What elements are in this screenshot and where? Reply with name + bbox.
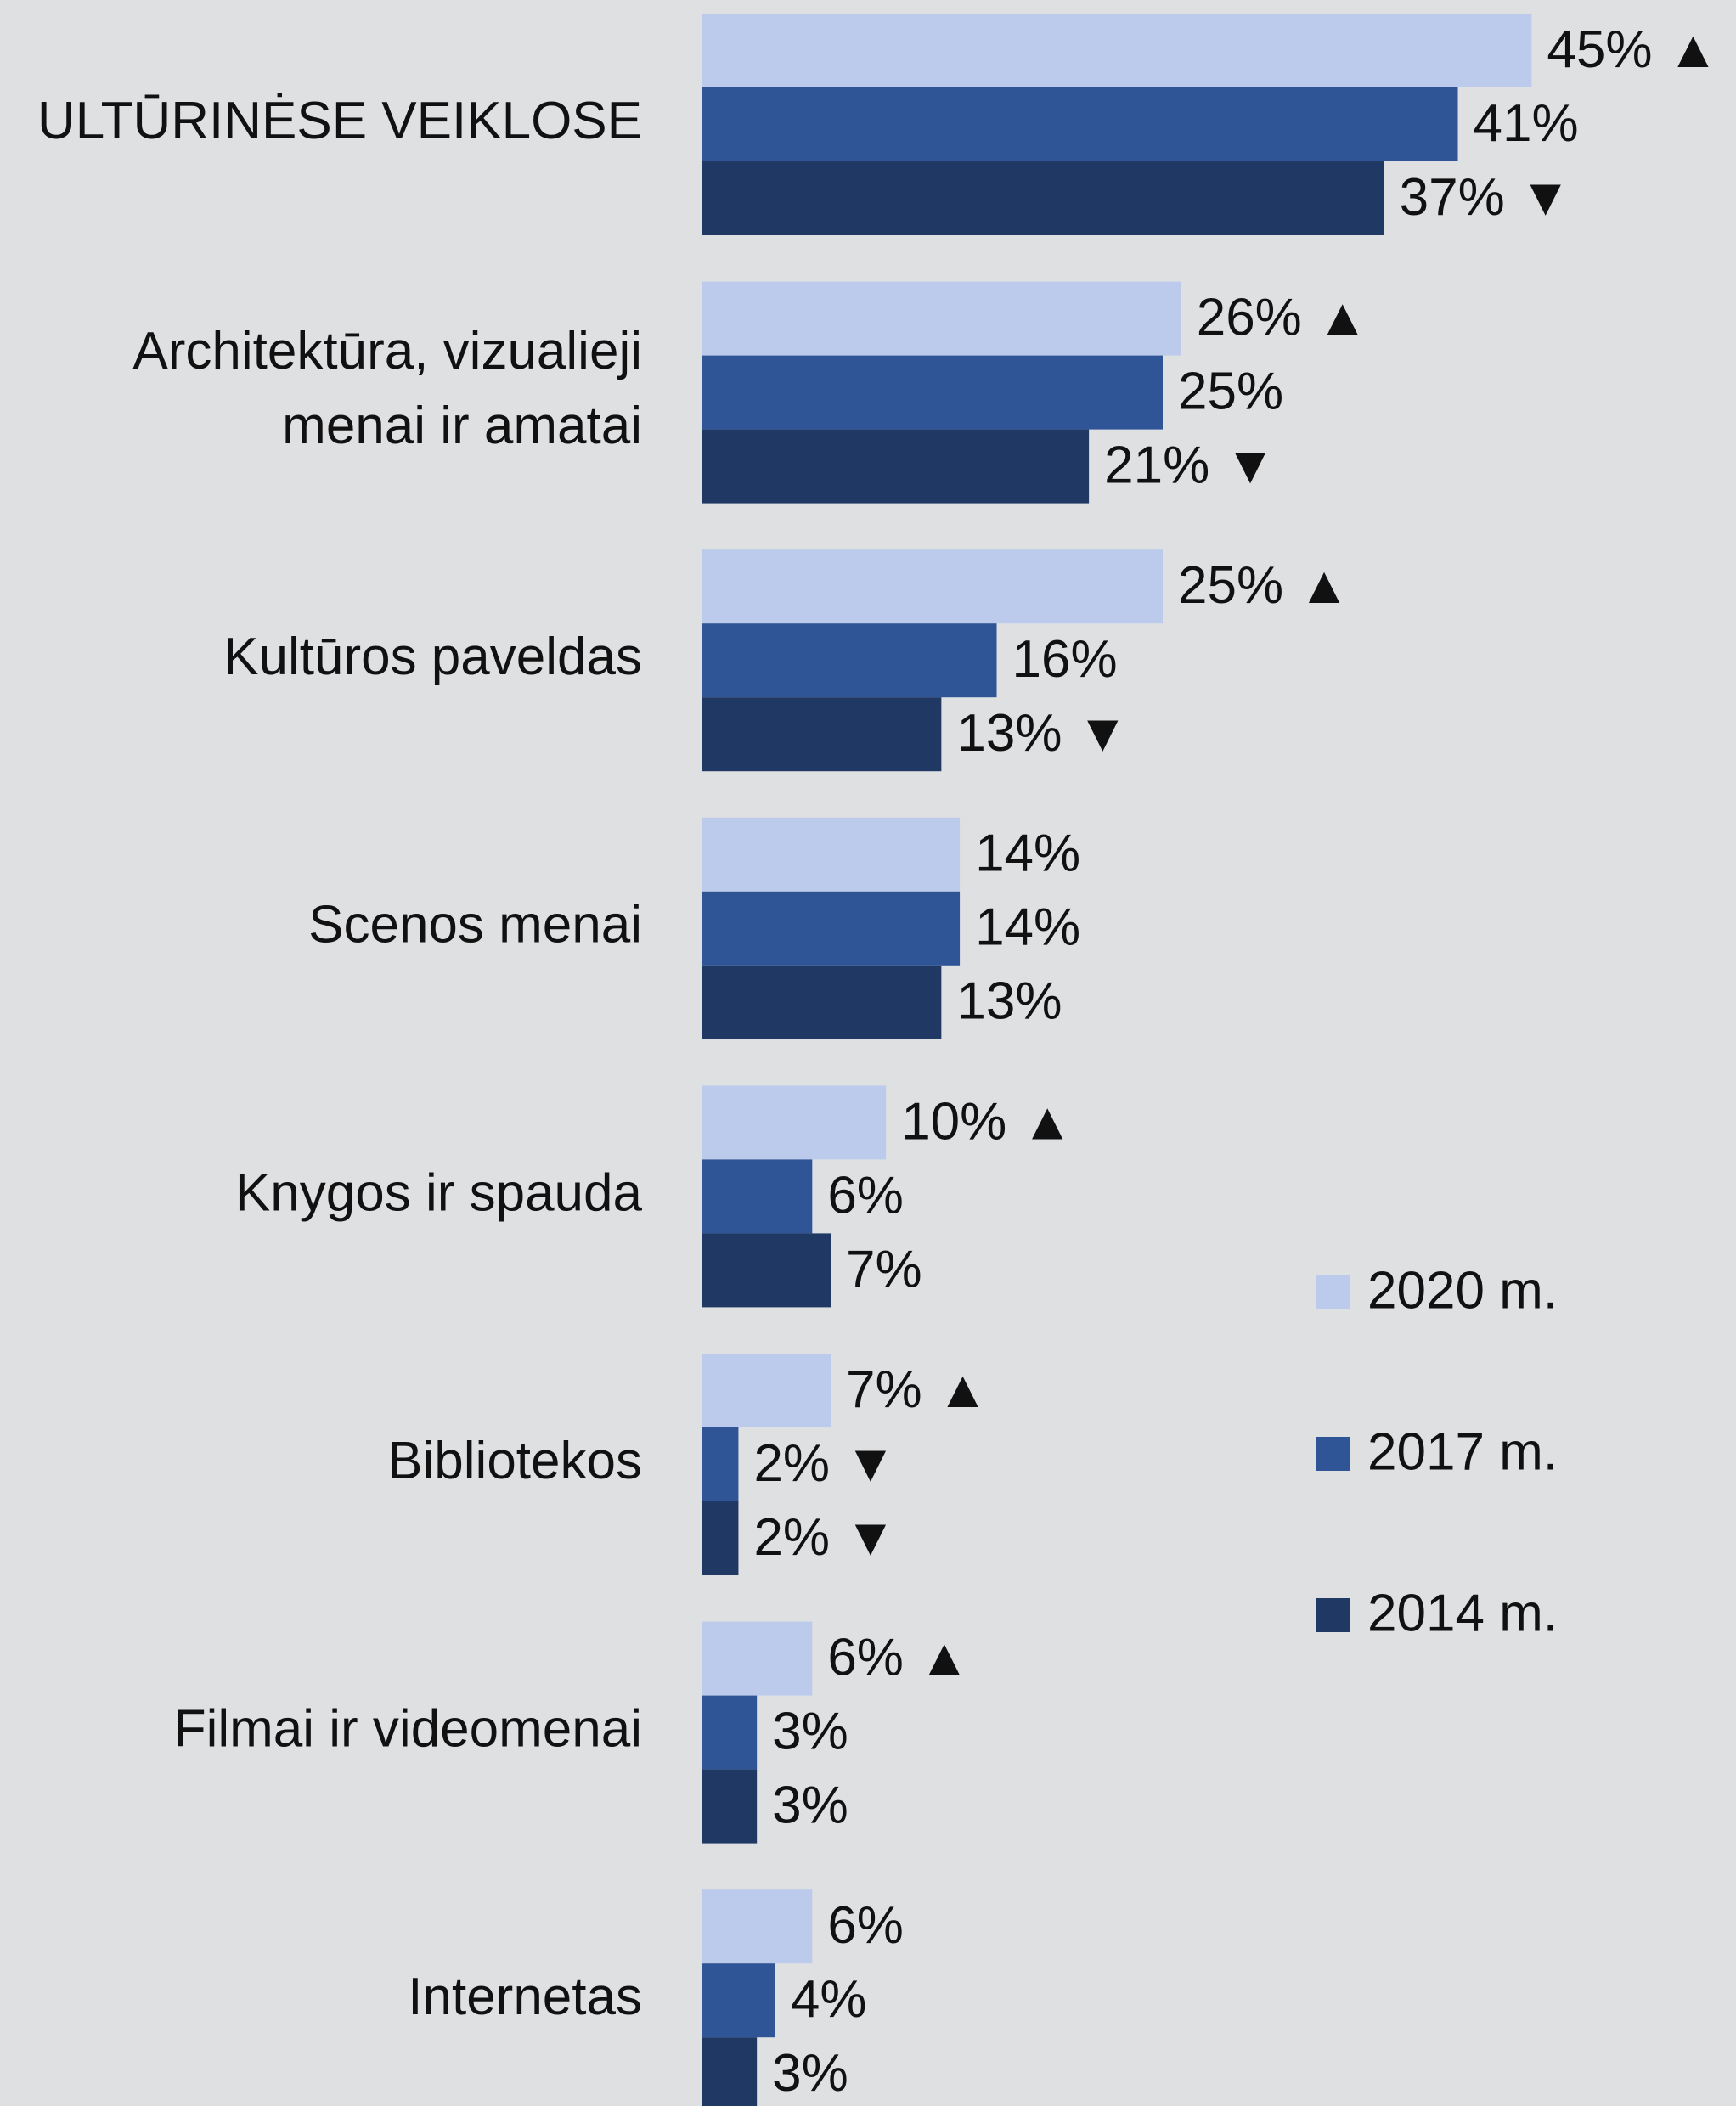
bar [702, 1963, 775, 2038]
legend-swatch [1316, 1275, 1350, 1309]
bar [702, 1695, 758, 1770]
bar [702, 623, 997, 698]
bar [702, 1427, 739, 1501]
bar [702, 891, 961, 966]
bar [702, 1769, 758, 1844]
value-label: 6% [827, 1166, 904, 1225]
category-label: Filmai ir videomenai [174, 1699, 642, 1758]
bar [702, 281, 1181, 356]
legend-label: 2020 m. [1367, 1261, 1558, 1320]
value-label: 2% ▼ [753, 1508, 896, 1567]
bar [702, 1889, 813, 1964]
category-label: Kultūros paveldas [223, 628, 642, 686]
value-label: 21% ▼ [1104, 436, 1277, 494]
category-label: Knygos ir spauda [235, 1163, 643, 1222]
value-label: 25% [1178, 362, 1283, 420]
value-label: 3% [772, 2044, 848, 2103]
bar [702, 1159, 813, 1234]
category-label: Internetas [408, 1968, 642, 2026]
value-label: 26% ▲ [1197, 288, 1369, 346]
value-label: 14% [975, 898, 1080, 957]
bar [702, 429, 1090, 504]
category-label: ULTŪRINĖSE VEIKLOSE [37, 92, 642, 150]
category-label: Scenos menai [308, 896, 642, 954]
bar [702, 1233, 831, 1308]
value-label: 7% [846, 1240, 922, 1298]
value-label: 6% ▲ [827, 1628, 970, 1686]
bar [702, 87, 1458, 161]
value-label: 13% [956, 972, 1062, 1031]
bar [702, 1354, 831, 1427]
value-label: 6% [827, 1896, 904, 1955]
value-label: 2% ▼ [753, 1434, 896, 1493]
bar [702, 549, 1163, 624]
value-label: 45% ▲ [1547, 20, 1719, 79]
legend-label: 2017 m. [1367, 1422, 1558, 1481]
value-label: 14% [975, 825, 1080, 883]
bar [702, 1085, 887, 1160]
bar [702, 14, 1532, 87]
legend-swatch [1316, 1437, 1350, 1471]
value-label: 37% ▼ [1400, 168, 1572, 227]
bar [702, 1621, 813, 1696]
value-label: 10% ▲ [901, 1092, 1074, 1151]
bar [702, 1501, 739, 1575]
bar [702, 697, 942, 772]
bar [702, 161, 1384, 235]
value-label: 3% [772, 1702, 848, 1760]
legend-label: 2014 m. [1367, 1584, 1558, 1642]
bar [702, 817, 961, 892]
legend-swatch [1316, 1598, 1350, 1632]
value-label: 41% [1474, 94, 1579, 153]
value-label: 4% [791, 1970, 867, 2029]
bar [702, 2037, 758, 2106]
value-label: 3% [772, 1776, 848, 1834]
value-label: 16% [1012, 630, 1118, 689]
bar [702, 965, 942, 1039]
value-label: 25% ▲ [1178, 556, 1350, 615]
value-label: 7% ▲ [846, 1360, 989, 1419]
bar [702, 355, 1163, 430]
category-label: Architektūra, vizualieji menai ir amatai [132, 322, 642, 455]
value-label: 13% ▼ [956, 704, 1129, 763]
category-label: Bibliotekos [387, 1432, 642, 1490]
